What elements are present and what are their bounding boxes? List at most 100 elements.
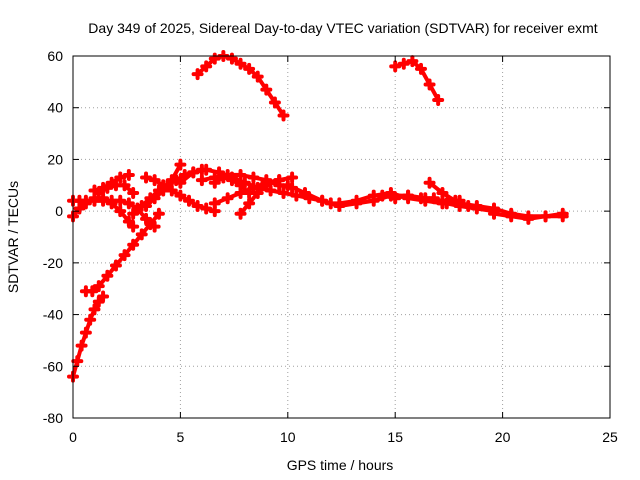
data-point bbox=[140, 171, 153, 184]
data-point bbox=[75, 339, 88, 352]
data-point bbox=[247, 171, 260, 184]
data-point bbox=[101, 181, 114, 194]
data-point bbox=[200, 60, 213, 73]
data-point bbox=[281, 179, 294, 192]
axis-ticks bbox=[72, 55, 611, 419]
data-point bbox=[234, 57, 247, 70]
y-tick-label: -20 bbox=[43, 255, 63, 271]
y-tick-label: 20 bbox=[47, 151, 63, 167]
data-point bbox=[84, 313, 97, 326]
data-point bbox=[423, 176, 436, 189]
data-point bbox=[414, 62, 427, 75]
y-tick-label: -40 bbox=[43, 307, 63, 323]
data-point bbox=[427, 192, 440, 205]
data-point bbox=[97, 290, 110, 303]
x-tick-label: 25 bbox=[602, 429, 618, 445]
data-point bbox=[114, 171, 127, 184]
data-point bbox=[208, 176, 221, 189]
x-tick-label: 15 bbox=[387, 429, 403, 445]
data-point bbox=[127, 220, 140, 233]
data-point bbox=[200, 163, 213, 176]
data-point bbox=[165, 184, 178, 197]
y-tick-label: -60 bbox=[43, 358, 63, 374]
data-point bbox=[234, 207, 247, 220]
data-point bbox=[449, 194, 462, 207]
data-point bbox=[191, 68, 204, 81]
data-point bbox=[114, 194, 127, 207]
data-point bbox=[243, 197, 256, 210]
data-point bbox=[251, 70, 264, 83]
y-tick-label: 60 bbox=[47, 48, 63, 64]
data-point bbox=[225, 174, 238, 187]
data-point bbox=[273, 174, 286, 187]
data-point bbox=[140, 212, 153, 225]
data-point bbox=[127, 238, 140, 251]
data-point bbox=[432, 93, 445, 106]
data-point bbox=[114, 205, 127, 218]
data-point bbox=[389, 192, 402, 205]
data-point bbox=[462, 199, 475, 212]
x-tick-label: 10 bbox=[280, 429, 296, 445]
plot-frame bbox=[72, 55, 611, 419]
data-point bbox=[88, 303, 101, 316]
y-axis-label: SDTVAR / TECUs bbox=[5, 181, 21, 293]
data-point bbox=[522, 212, 535, 225]
data-point bbox=[97, 192, 110, 205]
data-point bbox=[221, 192, 234, 205]
data-point bbox=[109, 259, 122, 272]
data-point bbox=[277, 109, 290, 122]
data-point bbox=[286, 171, 299, 184]
data-point bbox=[264, 184, 277, 197]
data-point bbox=[350, 194, 363, 207]
data-point bbox=[260, 83, 273, 96]
data-point bbox=[174, 189, 187, 202]
data-point bbox=[208, 197, 221, 210]
x-tick-label: 20 bbox=[495, 429, 511, 445]
data-point bbox=[389, 60, 402, 73]
data-point bbox=[556, 207, 569, 220]
data-point bbox=[148, 220, 161, 233]
data-point bbox=[71, 355, 84, 368]
data-point bbox=[298, 187, 311, 200]
series-line-arc-19 bbox=[427, 180, 471, 208]
series-line-arc-2 bbox=[83, 211, 161, 294]
data-point bbox=[92, 280, 105, 293]
data-point bbox=[436, 187, 449, 200]
data-point bbox=[195, 174, 208, 187]
data-point bbox=[260, 179, 273, 192]
data-point bbox=[290, 189, 303, 202]
data-point bbox=[200, 202, 213, 215]
x-axis-label: GPS time / hours bbox=[287, 457, 394, 473]
data-point bbox=[333, 197, 346, 210]
data-point bbox=[127, 207, 140, 220]
data-point bbox=[152, 207, 165, 220]
data-point bbox=[122, 215, 135, 228]
data-point bbox=[316, 194, 329, 207]
data-point bbox=[423, 78, 436, 91]
x-tick-label: 5 bbox=[177, 429, 185, 445]
y-tick-label: 40 bbox=[47, 100, 63, 116]
data-point bbox=[105, 197, 118, 210]
data-point bbox=[135, 228, 148, 241]
data-point bbox=[277, 187, 290, 200]
series-group bbox=[67, 50, 569, 383]
data-point bbox=[191, 199, 204, 212]
data-point bbox=[140, 199, 153, 212]
data-point bbox=[505, 210, 518, 223]
data-point bbox=[148, 174, 161, 187]
data-point bbox=[118, 249, 131, 262]
grid bbox=[73, 56, 610, 418]
data-point bbox=[402, 189, 415, 202]
data-point bbox=[251, 187, 264, 200]
data-point bbox=[406, 55, 419, 68]
data-point bbox=[79, 197, 92, 210]
data-point bbox=[174, 176, 187, 189]
data-point bbox=[86, 285, 99, 298]
data-point bbox=[122, 168, 135, 181]
data-point bbox=[539, 210, 552, 223]
data-point bbox=[101, 269, 114, 282]
data-point bbox=[268, 96, 281, 109]
data-point bbox=[127, 187, 140, 200]
y-tick-label: 0 bbox=[55, 203, 63, 219]
